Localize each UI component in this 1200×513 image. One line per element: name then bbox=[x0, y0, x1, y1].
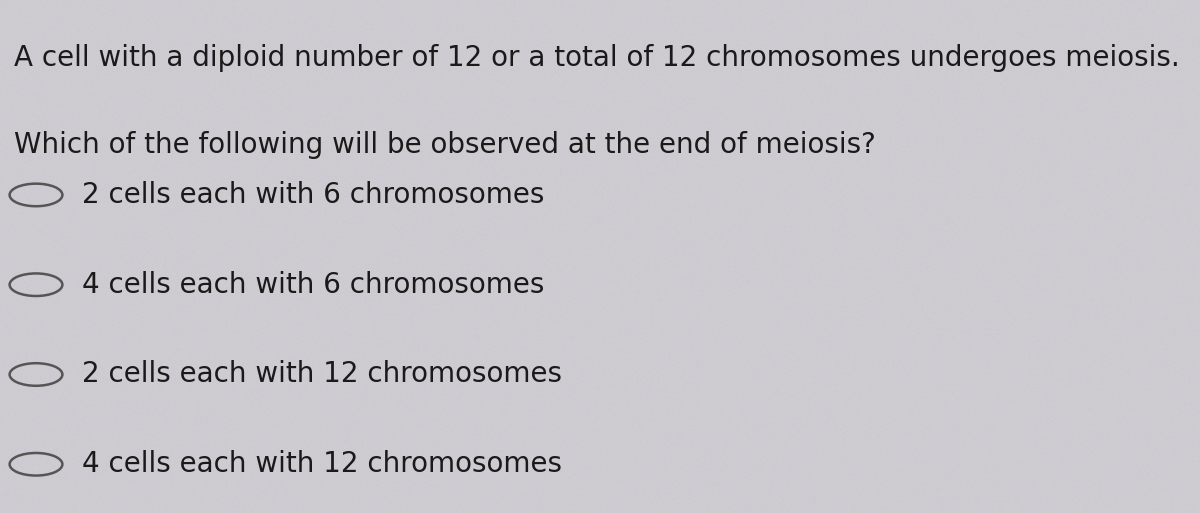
Text: 4 cells each with 12 chromosomes: 4 cells each with 12 chromosomes bbox=[82, 450, 562, 478]
Text: 4 cells each with 6 chromosomes: 4 cells each with 6 chromosomes bbox=[82, 271, 544, 299]
Text: A cell with a diploid number of 12 or a total of 12 chromosomes undergoes meiosi: A cell with a diploid number of 12 or a … bbox=[14, 44, 1180, 72]
Text: Which of the following will be observed at the end of meiosis?: Which of the following will be observed … bbox=[14, 131, 876, 159]
Text: 2 cells each with 6 chromosomes: 2 cells each with 6 chromosomes bbox=[82, 181, 544, 209]
Text: 2 cells each with 12 chromosomes: 2 cells each with 12 chromosomes bbox=[82, 361, 562, 388]
